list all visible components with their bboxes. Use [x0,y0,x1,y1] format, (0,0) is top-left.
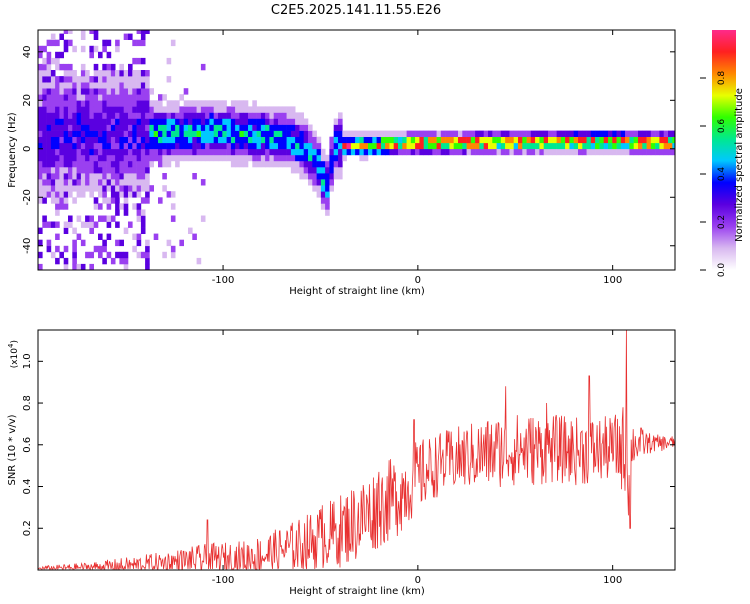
spectrogram-x-tick-label: 0 [415,275,421,286]
snr-multiplier: (x104) [7,340,20,368]
spectrogram-x-tick-label: -100 [212,275,235,286]
spectrogram-x-ticks: -100 0 100 [212,30,622,286]
snr-y-tick-label: 0.2 [22,520,33,536]
spectrogram-y-tick-label: 0 [22,146,33,152]
colorbar-tick-label: 0.2 [717,215,727,229]
snr-frame [37,329,676,571]
snr-x-tick-label: 100 [603,575,622,586]
colorbar-ticks: 0.0 0.2 0.4 0.6 0.8 [700,71,727,278]
snr-x-label: Height of straight line (km) [289,586,425,597]
snr-x-tick-label: -100 [212,575,235,586]
spectrogram-y-ticks: -40 -20 0 20 40 [22,45,675,254]
colorbar-tick-label: 0.8 [717,71,727,86]
spectrogram-y-tick-label: 40 [22,45,33,58]
snr-y-label: SNR (10 * v/v) [7,414,18,485]
spectrogram-y-label: Frequency (Hz) [7,112,18,188]
colorbar-tick-label: 0.4 [717,167,727,182]
snr-x-ticks: -100 0 100 [212,330,622,586]
snr-y-ticks: 0.2 0.4 0.6 0.8 1.0 [22,353,675,536]
spectrogram-cells [38,30,675,270]
spectrogram-y-tick-label: 20 [22,94,33,107]
spectrogram-x-tick-label: 100 [603,275,622,286]
colorbar-gradient [712,30,736,270]
snr-x-tick-label: 0 [415,575,421,586]
spectrogram-y-tick-label: -40 [22,238,33,254]
chart-title: C2E5.2025.141.11.55.E26 [271,3,441,18]
snr-y-tick-label: 0.4 [22,479,33,495]
colorbar: 0.0 0.2 0.4 0.6 0.8 Normalized spectral ampl… [700,30,745,277]
colorbar-tick-label: 0.6 [717,119,727,134]
spectrogram-y-tick-label: -20 [22,189,33,205]
snr-y-tick-label: 0.6 [22,437,33,453]
snr-y-tick-label: 0.8 [22,395,33,411]
snr-y-tick-label: 1.0 [22,353,33,369]
snr-panel: -100 0 100 0.2 0.4 0.6 0.8 1.0 Height of strai… [7,329,676,597]
snr-series-line [38,330,675,570]
colorbar-tick-label: 0.0 [717,263,727,278]
spectrogram-frame [37,29,676,271]
spectrogram-panel: -100 0 100 -40 -20 0 20 40 Height of straight … [7,29,676,297]
spectrogram-x-label: Height of straight line (km) [289,286,425,297]
colorbar-label: Normalized spectral amplitude [734,88,745,242]
